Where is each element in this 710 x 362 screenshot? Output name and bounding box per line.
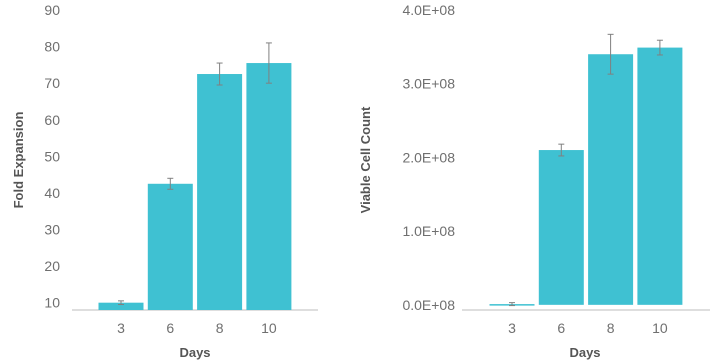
vcc-x-axis-title: Days: [569, 345, 600, 360]
fold-y-axis-title: Fold Expansion: [11, 112, 26, 209]
fold-y-tick-label: 80: [44, 39, 60, 55]
fold-bar: [147, 183, 193, 310]
fold-expansion-chart: 10 20 30 40 50 60 70 80 90 3 6 8 10 Days Fold Expansio…: [11, 2, 318, 360]
vcc-y-tick-label: 1.0E+08: [402, 223, 455, 239]
vcc-bar: [588, 54, 634, 305]
vcc-y-tick-label: 0.0E+08: [402, 297, 455, 313]
vcc-y-tick-label: 2.0E+08: [402, 149, 455, 165]
fold-y-tick-label: 30: [44, 222, 60, 238]
fold-bar: [98, 302, 144, 310]
fold-x-axis-title: Days: [179, 345, 210, 360]
fold-x-tick-label: 8: [216, 320, 224, 336]
vcc-x-tick-label: 6: [557, 320, 565, 336]
fold-x-tick-label: 3: [117, 320, 125, 336]
vcc-bar: [637, 47, 683, 305]
fold-y-tick-label: 50: [44, 148, 60, 164]
vcc-x-tick-label: 8: [607, 320, 615, 336]
vcc-x-tick-label: 3: [508, 320, 516, 336]
vcc-y-tick-label: 3.0E+08: [402, 76, 455, 92]
fold-y-tick-label: 70: [44, 75, 60, 91]
vcc-y-axis-title: Viable Cell Count: [358, 106, 373, 213]
vcc-bar: [538, 150, 584, 305]
fold-y-tick-label: 90: [44, 2, 60, 18]
fold-y-tick-label: 20: [44, 258, 60, 274]
fold-x-tick-label: 6: [166, 320, 174, 336]
viable-cell-count-chart: 0.0E+08 1.0E+08 2.0E+08 3.0E+08 4.0E+08 3 6 8 10…: [358, 2, 710, 360]
fold-bar: [197, 74, 243, 311]
vcc-x-tick-label: 10: [652, 320, 668, 336]
fold-y-tick-label: 10: [44, 295, 60, 311]
vcc-y-tick-label: 4.0E+08: [402, 2, 455, 18]
fold-bar: [246, 63, 292, 310]
fold-y-tick-label: 60: [44, 112, 60, 128]
fold-x-tick-label: 10: [261, 320, 277, 336]
fold-y-tick-label: 40: [44, 185, 60, 201]
